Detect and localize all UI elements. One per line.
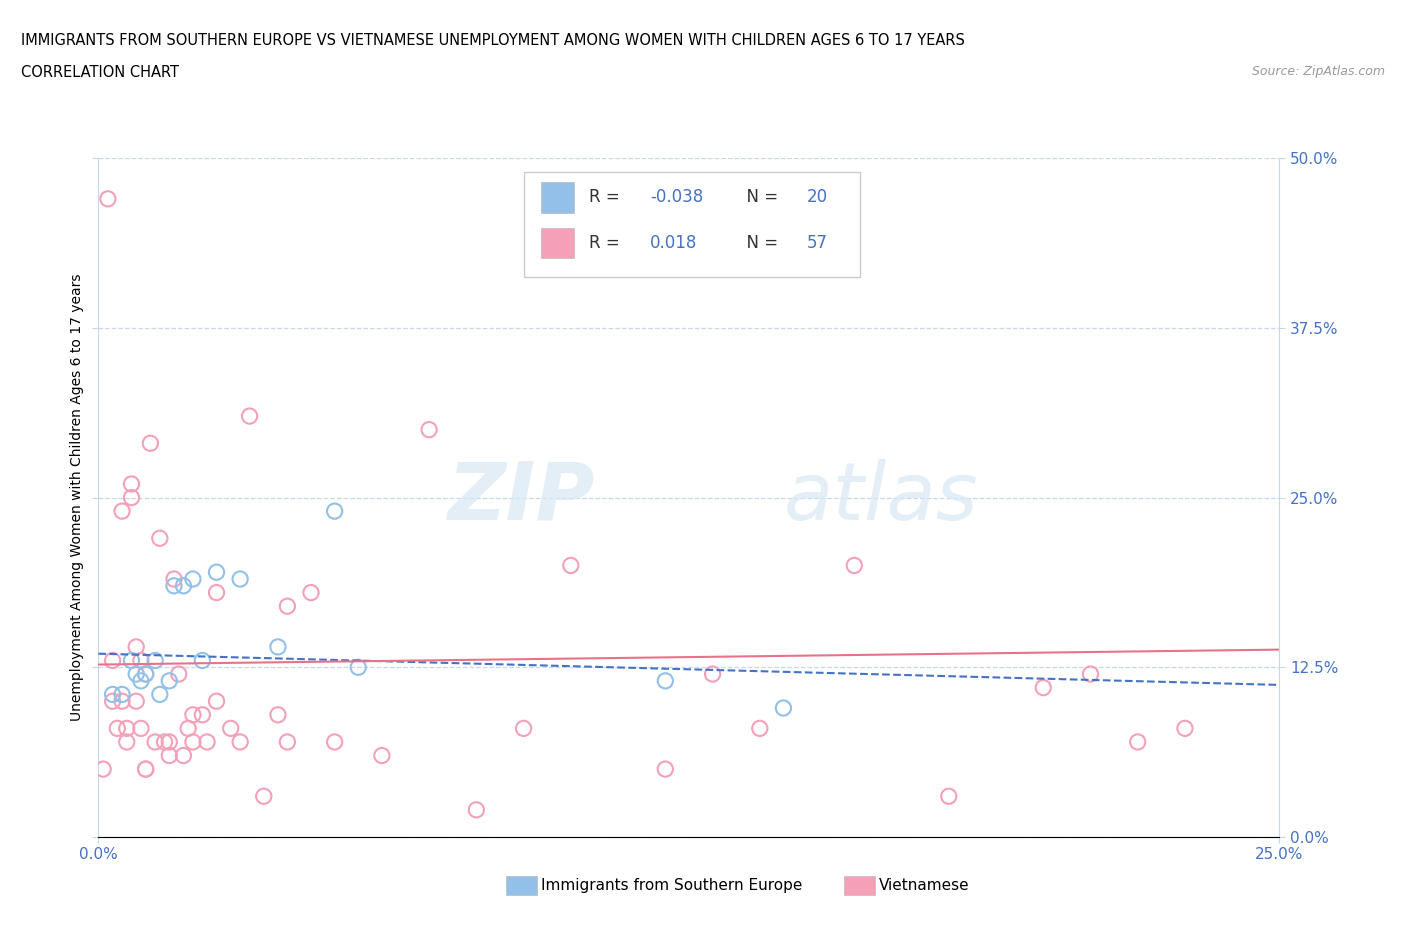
Point (418, 422, 440, 437)
Point (229, 735, 252, 750)
Point (560, 558, 582, 573)
Point (125, 667, 148, 682)
Text: 0.018: 0.018 (650, 234, 697, 252)
Text: N =: N = (737, 189, 783, 206)
Point (121, 476, 143, 491)
Text: 20: 20 (807, 189, 828, 206)
Point (239, 408, 262, 423)
Text: Source: ZipAtlas.com: Source: ZipAtlas.com (1251, 65, 1385, 78)
Point (181, 708, 204, 723)
Text: Vietnamese: Vietnamese (879, 878, 969, 893)
Point (1080, 667, 1102, 682)
Point (465, 803, 488, 817)
Point (129, 673, 152, 688)
Point (253, 789, 276, 804)
Point (163, 572, 186, 587)
Text: CORRELATION CHART: CORRELATION CHART (21, 65, 179, 80)
Point (149, 531, 172, 546)
Point (191, 708, 214, 723)
Point (129, 653, 152, 668)
Point (105, 721, 128, 736)
Point (101, 694, 124, 709)
Point (115, 735, 138, 750)
Point (135, 667, 157, 682)
Point (172, 578, 194, 593)
Point (323, 735, 346, 750)
Point (129, 721, 152, 736)
Point (1174, 721, 1197, 736)
Point (101, 687, 124, 702)
Point (267, 640, 290, 655)
Text: R =: R = (589, 189, 624, 206)
Point (276, 599, 298, 614)
FancyBboxPatch shape (523, 172, 860, 277)
Point (172, 748, 194, 763)
Bar (541, 228, 575, 259)
Point (276, 735, 298, 750)
Text: ZIP: ZIP (447, 458, 595, 537)
Point (229, 572, 252, 587)
Point (654, 673, 676, 688)
Point (323, 504, 346, 519)
Point (125, 640, 148, 655)
Point (121, 490, 143, 505)
Point (157, 673, 180, 688)
Point (167, 667, 190, 682)
Point (772, 700, 794, 715)
Point (91, 762, 114, 777)
Point (135, 762, 157, 777)
Point (135, 667, 157, 682)
Text: R =: R = (589, 234, 624, 252)
Y-axis label: Unemployment Among Women with Children Ages 6 to 17 years: Unemployment Among Women with Children A… (70, 273, 84, 722)
Point (195, 735, 218, 750)
Point (143, 735, 166, 750)
Point (205, 565, 228, 579)
Point (205, 694, 228, 709)
Point (101, 653, 124, 668)
Text: atlas: atlas (783, 458, 979, 537)
Text: Immigrants from Southern Europe: Immigrants from Southern Europe (541, 878, 803, 893)
Point (219, 721, 242, 736)
Text: 57: 57 (807, 234, 828, 252)
Text: IMMIGRANTS FROM SOUTHERN EUROPE VS VIETNAMESE UNEMPLOYMENT AMONG WOMEN WITH CHIL: IMMIGRANTS FROM SOUTHERN EUROPE VS VIETN… (21, 33, 965, 47)
Point (125, 694, 148, 709)
Point (121, 653, 143, 668)
Point (347, 660, 370, 675)
Point (111, 687, 134, 702)
Point (702, 667, 724, 682)
Point (177, 721, 200, 736)
Point (512, 721, 534, 736)
Point (153, 735, 176, 750)
Point (844, 558, 866, 573)
Point (299, 585, 322, 600)
Point (143, 653, 166, 668)
Point (157, 748, 180, 763)
Text: -0.038: -0.038 (650, 189, 703, 206)
Text: N =: N = (737, 234, 783, 252)
Point (111, 694, 134, 709)
Point (157, 735, 180, 750)
Point (181, 735, 204, 750)
Point (139, 436, 162, 451)
Point (163, 578, 186, 593)
Point (149, 687, 172, 702)
Point (205, 585, 228, 600)
Point (654, 762, 676, 777)
Point (938, 789, 960, 804)
Point (181, 572, 204, 587)
Point (97, 192, 120, 206)
Point (748, 721, 770, 736)
Point (115, 721, 138, 736)
Point (191, 653, 214, 668)
Bar (541, 182, 575, 213)
Point (1126, 735, 1149, 750)
Point (267, 708, 290, 723)
Point (111, 504, 134, 519)
Point (371, 748, 394, 763)
Point (135, 762, 157, 777)
Point (1032, 680, 1054, 695)
